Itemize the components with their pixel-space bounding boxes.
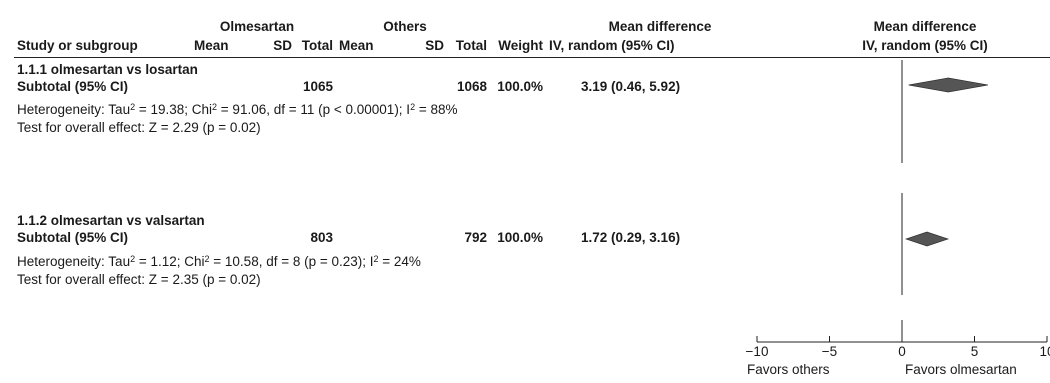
group1-header: Olmesartan: [219, 19, 295, 34]
plot-effect-header: Mean difference: [873, 19, 977, 34]
group2-header: Others: [383, 19, 427, 34]
x-axis-tick-label: 5: [971, 344, 979, 359]
heterogeneity-text: Heterogeneity: Tau2 = 19.38; Chi2 = 91.0…: [17, 102, 458, 117]
subtotal-total2: 792: [464, 230, 487, 245]
col-sd1-header: SD: [273, 38, 292, 53]
favors-right-label: Favors olmesartan: [905, 362, 1017, 377]
col-total1-header: Total: [301, 38, 333, 53]
col-study-header: Study or subgroup: [17, 38, 138, 53]
x-axis-tick-label: −10: [746, 344, 769, 359]
heterogeneity-text: Heterogeneity: Tau2 = 1.12; Chi2 = 10.58…: [17, 254, 421, 269]
overall-effect-test: Test for overall effect: Z = 2.35 (p = 0…: [17, 272, 261, 287]
pooled-estimate-diamond: [904, 231, 950, 247]
favors-left-label: Favors others: [747, 362, 830, 377]
col-mean1-header: Mean: [194, 38, 229, 53]
subtotal-total2: 1068: [456, 79, 487, 94]
subtotal-label: Subtotal (95% CI): [17, 230, 129, 245]
col-weight-header: Weight: [498, 38, 543, 53]
subgroup-title: 1.1.2 olmesartan vs valsartan: [17, 213, 205, 228]
subtotal-total1: 803: [310, 230, 333, 245]
col-mean2-header: Mean: [339, 38, 374, 53]
subtotal-weight: 100.0%: [497, 79, 543, 94]
x-axis-tick-label: 0: [898, 344, 906, 359]
subtotal-label: Subtotal (95% CI): [17, 79, 129, 94]
effect-header: Mean difference: [608, 19, 712, 34]
x-axis-tick-label: −5: [822, 344, 837, 359]
pooled-estimate-diamond: [908, 77, 988, 93]
subtotal-total1: 1065: [302, 79, 333, 94]
subtotal-weight: 100.0%: [497, 230, 543, 245]
col-ci-header: IV, random (95% CI): [549, 38, 675, 53]
subtotal-ci-text: 1.72 (0.29, 3.16): [581, 230, 681, 245]
col-ci-plot-header: IV, random (95% CI): [862, 38, 988, 53]
subtotal-ci-text: 3.19 (0.46, 5.92): [581, 79, 681, 94]
subgroup-title: 1.1.1 olmesartan vs losartan: [17, 62, 198, 77]
overall-effect-test: Test for overall effect: Z = 2.29 (p = 0…: [17, 120, 261, 135]
x-axis-tick-label: 10: [1039, 344, 1050, 359]
col-sd2-header: SD: [425, 38, 444, 53]
header-rule: [14, 57, 1050, 58]
col-total2-header: Total: [455, 38, 487, 53]
